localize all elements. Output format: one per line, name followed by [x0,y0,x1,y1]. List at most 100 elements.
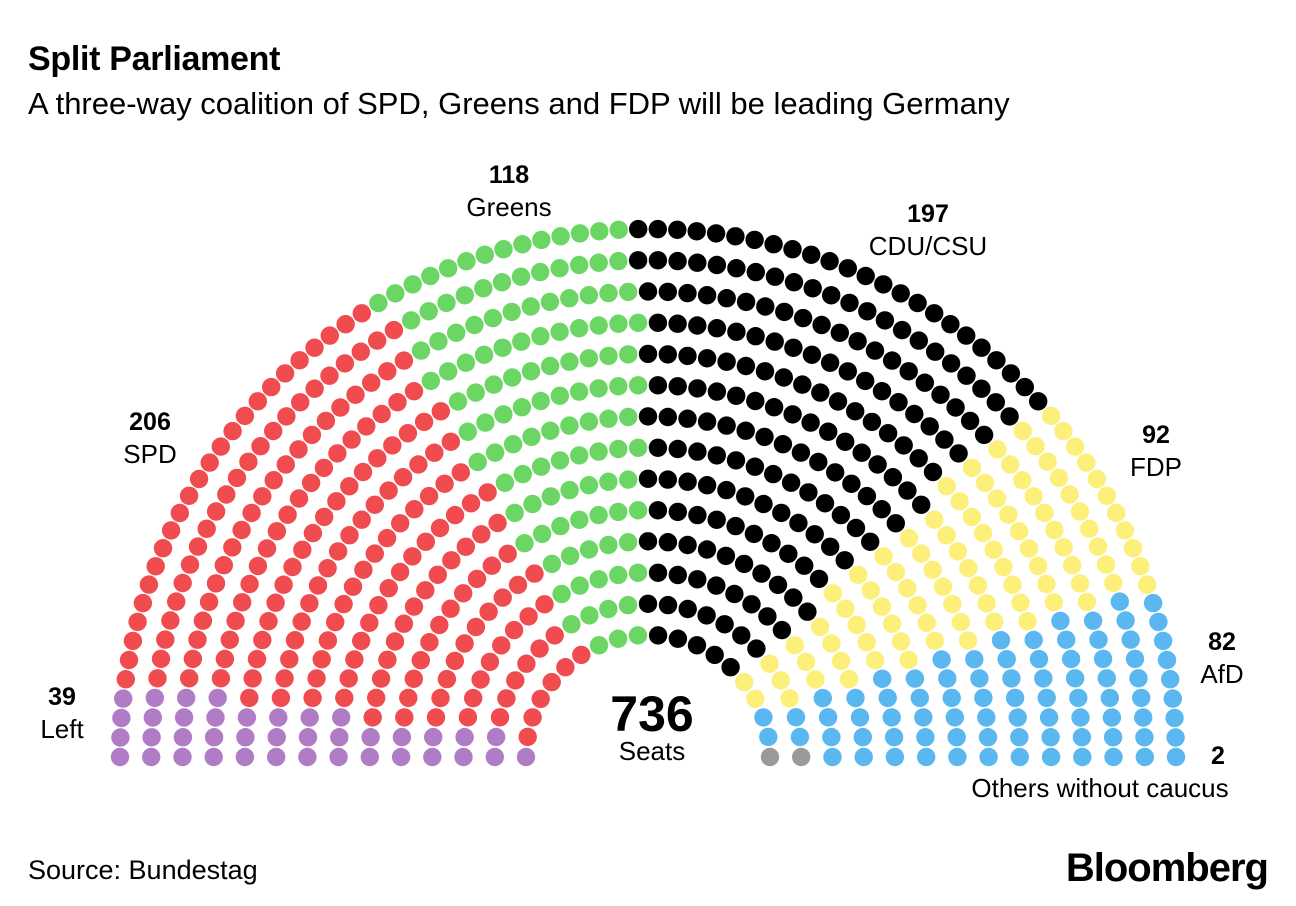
seat-cdu-csu [784,588,803,607]
seat-fdp [1038,452,1057,471]
seat-fdp [872,597,892,616]
seat-greens [502,302,521,322]
seat-spd [365,544,384,563]
seat-spd [431,402,450,421]
seat-greens [570,224,590,243]
seat-cdu-csu [754,494,773,514]
seat-cdu-csu [920,417,939,436]
seat-cdu-csu [846,518,866,538]
seat-greens [609,220,628,239]
seat-greens [421,371,440,391]
seat-others-without-caucus [760,747,780,767]
seat-spd [167,592,186,611]
seat-fdp [958,631,978,650]
seat-cdu-csu [891,284,910,303]
seat-cdu-csu [815,494,835,513]
seat-cdu-csu [648,438,668,457]
seat-cdu-csu [648,563,668,582]
seat-greens [403,275,422,294]
seat-cdu-csu [773,435,793,454]
seat-spd [327,492,346,511]
seat-cdu-csu [809,569,829,589]
seat-fdp [985,612,1004,631]
seat-spd [545,626,564,645]
seat-afd [1005,688,1025,708]
seat-fdp [1009,522,1029,541]
seat-afd [1153,631,1173,651]
seat-afd [1163,689,1183,708]
seat-spd [455,634,474,653]
seat-cdu-csu [908,293,927,313]
seat-afd [917,747,936,767]
seat-greens [570,446,589,465]
seat-cdu-csu [755,362,775,381]
seat-spd [211,669,231,688]
seat-fdp [796,652,816,672]
seat-cdu-csu [784,338,803,357]
seat-spd [411,651,430,670]
seat-afd [850,708,870,727]
seat-spd [223,538,242,557]
label-name-greens: Greens [466,192,551,222]
seat-afd [1166,747,1186,767]
seat-cdu-csu [638,282,658,301]
seat-spd [445,505,465,525]
seat-cdu-csu [838,362,857,381]
seat-fdp [1115,521,1135,540]
seat-spd [441,432,460,451]
seat-spd [454,584,473,603]
seat-fdp [1041,406,1061,426]
seat-cdu-csu [828,392,848,411]
seat-spd [365,495,384,514]
seat-greens [579,349,599,368]
seat-spd [399,688,418,708]
seat-spd [488,513,507,533]
seat-spd [352,304,371,323]
seat-spd [267,522,287,541]
seat-spd [467,569,487,589]
seat-cdu-csu [688,253,707,272]
seat-fdp [968,576,988,595]
seat-cdu-csu [856,371,875,391]
total-seats-label: Seats [619,736,686,766]
seat-greens [512,398,532,417]
seat-spd [572,645,591,665]
seat-cdu-csu [802,245,821,264]
seat-cdu-csu [784,273,804,292]
seat-afd [1072,728,1092,747]
chart-subtitle: A three-way coalition of SPD, Greens and… [28,86,1010,121]
seat-spd [379,579,398,598]
seat-cdu-csu [909,449,928,468]
label-name-cdu-csu: CDU/CSU [869,231,987,261]
seat-cdu-csu [736,487,755,506]
seat-cdu-csu [736,292,756,312]
seat-fdp [1107,503,1126,523]
seat-cdu-csu [707,255,727,275]
seat-fdp [1080,519,1099,538]
seat-spd [506,671,525,690]
seat-greens [599,599,618,619]
seat-afd [1104,747,1123,767]
seat-greens [609,502,628,522]
seat-fdp [943,594,962,614]
seat-greens [609,377,628,396]
seat-afd [965,650,984,669]
seat-left [142,747,161,767]
seat-greens [483,308,503,328]
seat-cdu-csu [707,319,727,338]
seat-cdu-csu [840,293,859,313]
seat-left [177,688,196,708]
seat-afd [1029,649,1049,669]
seat-spd [300,594,319,613]
seat-afd [1166,728,1185,747]
seat-greens [599,283,618,303]
seat-greens [531,391,550,411]
seat-greens [579,540,599,559]
seat-cdu-csu [707,446,726,465]
seat-left [267,747,286,767]
seat-greens [401,311,421,330]
seat-spd [180,555,200,574]
seat-greens [421,266,440,286]
seat-greens [609,314,628,333]
seat-greens [551,516,570,536]
